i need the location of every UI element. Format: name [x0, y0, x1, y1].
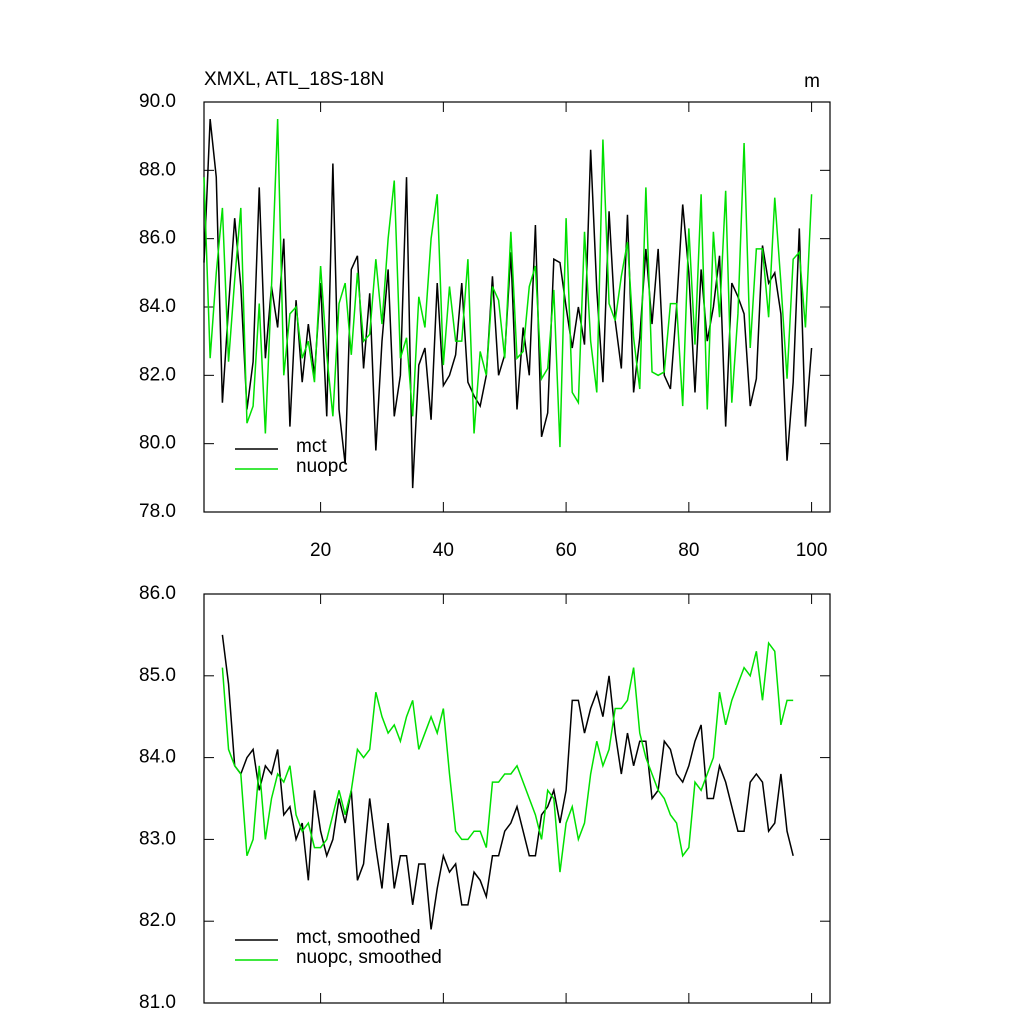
x-tick-label: 40: [433, 540, 454, 561]
y-tick-label: 82.0: [139, 910, 176, 931]
y-tick-label: 81.0: [139, 992, 176, 1013]
y-tick-label: 85.0: [139, 665, 176, 686]
y-tick-label: 78.0: [139, 501, 176, 522]
x-tick-label: 100: [796, 540, 828, 561]
y-tick-label: 84.0: [139, 296, 176, 317]
x-tick-label: 60: [556, 540, 577, 561]
chart-title: XMXL, ATL_18S-18N: [204, 69, 384, 90]
y-tick-label: 86.0: [139, 228, 176, 249]
x-tick-label: 80: [678, 540, 699, 561]
y-tick-label: 83.0: [139, 828, 176, 849]
y-tick-label: 82.0: [139, 364, 176, 385]
data-line: [221, 634, 794, 930]
y-tick-label: 90.0: [139, 91, 176, 112]
data-line: [203, 119, 813, 448]
data-line: [221, 641, 794, 873]
units-label: m: [804, 71, 820, 92]
legend-label: nuopc: [296, 456, 348, 477]
x-tick-label: 20: [310, 540, 331, 561]
y-tick-label: 86.0: [139, 583, 176, 604]
plot-frame: [203, 593, 831, 1004]
y-tick-label: 84.0: [139, 747, 176, 768]
legend-label: mct, smoothed: [296, 927, 421, 948]
legend-label: mct: [296, 436, 327, 457]
legend-label: nuopc, smoothed: [296, 947, 442, 968]
y-tick-label: 88.0: [139, 159, 176, 180]
y-tick-label: 80.0: [139, 433, 176, 454]
